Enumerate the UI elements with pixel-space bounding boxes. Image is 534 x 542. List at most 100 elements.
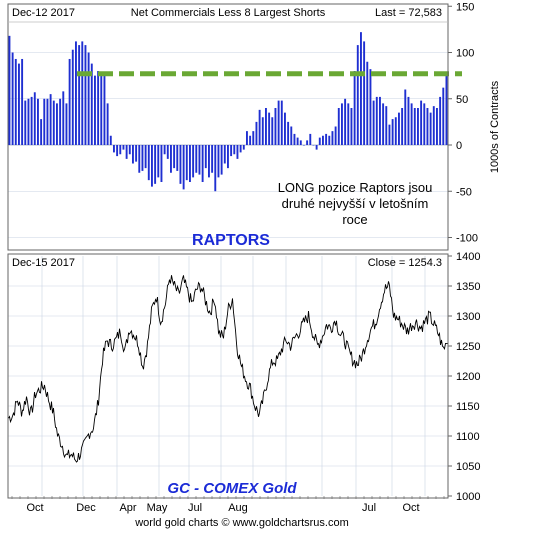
raptors-bar (144, 145, 147, 169)
raptors-bar (157, 145, 160, 178)
raptors-bar (410, 103, 413, 146)
raptors-bar (106, 103, 109, 146)
raptors-bar (268, 112, 271, 146)
raptors-bar (274, 108, 277, 145)
raptors-bar (30, 96, 33, 145)
raptors-bar (277, 100, 280, 145)
top-y-tick-label: 0 (456, 140, 462, 152)
raptors-bar (280, 100, 283, 145)
raptors-bar (347, 103, 350, 146)
raptors-bar (401, 108, 404, 145)
raptors-bar (46, 98, 49, 145)
raptors-bar (214, 145, 217, 192)
raptors-bar (303, 145, 305, 146)
raptors-bar (59, 98, 62, 145)
gold-price-line (8, 275, 448, 463)
bottom-x-tick-label: Oct (26, 502, 43, 514)
raptors-bar (163, 145, 166, 155)
raptors-bar (429, 112, 432, 146)
raptors-bar (198, 145, 201, 175)
raptors-bar (366, 61, 369, 145)
raptors-bar (94, 75, 96, 146)
raptors-bar (337, 108, 340, 145)
raptors-bar (151, 145, 153, 187)
raptors-bar (356, 45, 359, 145)
raptors-bar (318, 137, 321, 145)
raptors-bar (49, 94, 52, 146)
raptors-bar (78, 45, 81, 145)
raptors-bar (170, 145, 172, 173)
raptors-bar (271, 117, 274, 145)
raptors-bar (236, 145, 239, 159)
raptors-bar (84, 45, 87, 145)
top-chart-title: Net Commercials Less 8 Largest Shorts (131, 7, 326, 19)
raptors-bar (309, 133, 312, 145)
raptors-bar (255, 121, 258, 146)
raptors-bar (90, 63, 93, 145)
bottom-y-tick-label: 1100 (456, 431, 480, 443)
bottom-y-tick-label: 1050 (456, 461, 480, 473)
top-header-date: Dec-12 2017 (12, 7, 75, 19)
raptors-bar (432, 106, 435, 145)
raptors-bar (24, 100, 27, 145)
raptors-bar (21, 58, 24, 145)
bottom-x-tick-label: Jul (362, 502, 376, 514)
raptors-bar (306, 140, 309, 146)
top-last-value: Last = 72,583 (375, 7, 442, 19)
raptors-bar (379, 96, 381, 145)
raptors-bar (68, 58, 71, 145)
raptors-bar (11, 52, 14, 145)
raptors-bar (217, 145, 220, 178)
raptors-bar (369, 69, 372, 145)
raptors-bar (341, 103, 343, 146)
annotation-text: LONG pozice Raptors jsou druhé nejvyšší … (278, 180, 433, 227)
top-panel-frame (7, 3, 449, 251)
raptors-bar (258, 109, 261, 145)
bottom-y-tick-label: 1250 (456, 341, 480, 353)
raptors-bar (230, 145, 233, 157)
raptors-bar (116, 145, 119, 157)
raptors-bar (201, 145, 204, 182)
raptors-bar (417, 108, 419, 145)
bottom-x-tick-label: Dec (76, 502, 96, 514)
raptors-bar (75, 41, 77, 145)
raptors-bar (176, 145, 179, 171)
raptors-bar (322, 135, 324, 145)
bottom-y-tick-label: 1400 (456, 251, 480, 263)
raptors-bar (436, 108, 438, 145)
raptors-bar (204, 145, 207, 169)
bottom-x-tick-label: Apr (119, 502, 136, 514)
raptors-bar (363, 41, 366, 145)
raptors-bar (125, 145, 128, 159)
bottom-x-tick-label: Aug (228, 502, 248, 514)
raptors-bar (113, 145, 115, 153)
raptors-bar (382, 103, 385, 146)
top-y-tick-label: 100 (456, 48, 474, 60)
raptors-bar (334, 126, 337, 145)
raptors-bar (445, 72, 448, 145)
raptors-bar (27, 98, 30, 145)
top-y-tick-label: 150 (456, 1, 474, 13)
raptors-bar (135, 145, 138, 162)
raptors-bar (353, 71, 356, 145)
raptors-bar (265, 108, 267, 145)
raptors-bar (246, 131, 248, 146)
raptors-bar (388, 124, 391, 145)
raptors-label: RAPTORS (192, 232, 270, 249)
raptors-bar (109, 135, 112, 145)
raptors-bar (100, 72, 103, 145)
raptors-bar (350, 108, 353, 145)
bottom-y-tick-label: 1000 (456, 491, 480, 503)
raptors-bar (325, 133, 328, 145)
top-y-tick-label: 50 (456, 94, 468, 106)
bottom-x-tick-label: Oct (402, 502, 419, 514)
raptors-bar (8, 35, 11, 145)
annotation-line-1: LONG pozice Raptors jsou (278, 180, 433, 195)
bottom-header-date: Dec-15 2017 (12, 257, 75, 269)
raptors-bar (185, 145, 188, 181)
bottom-y-tick-label: 1150 (456, 401, 480, 413)
bottom-close-value: Close = 1254.3 (368, 257, 442, 269)
raptors-bar (211, 145, 214, 173)
raptors-bar (103, 72, 106, 145)
raptors-bar (154, 145, 157, 184)
